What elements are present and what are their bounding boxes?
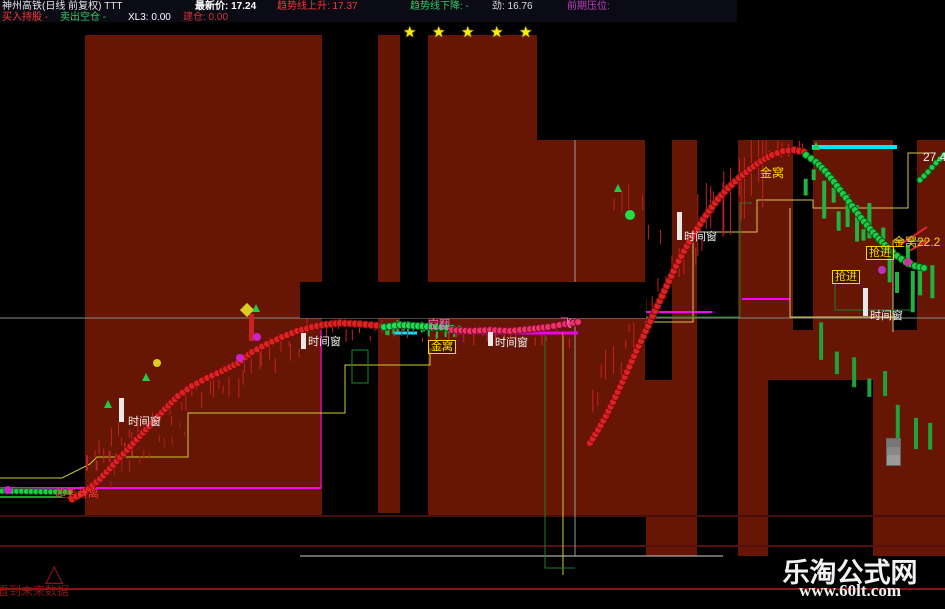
chart-shape [863,288,868,316]
chart-line [544,335,575,569]
price-dot [924,168,932,176]
chart-line [906,239,931,253]
chart-line [789,208,897,318]
background-block [85,35,322,516]
triangle-marker-icon: △ [45,560,64,587]
watermark-site-name: 乐淘公式网 [782,558,918,588]
golden-nest-label: 金窝 [760,166,785,180]
background-block [768,380,873,556]
price-dot [940,151,945,159]
chart-shape [119,398,124,422]
signal-dot-icon [4,486,12,494]
prev-resistance: 前期压位: [567,1,610,12]
jiancang-value: 建仓: 0.00 [183,12,229,23]
price-dot [920,172,928,180]
time-window-label: 时间窗 [870,310,903,322]
redaction-box [300,282,646,318]
time-window-label: 时间窗 [128,416,161,428]
background-block [378,35,400,513]
trendline-down: 趋势线下降: - [410,1,469,12]
future-data-label: 看到未来数据 [0,584,70,598]
info-bar: 神州高铁(日线 前复权) TTT 最新价: 17.24 趋势线上升: 17.37… [0,0,737,23]
signal-diamond-icon [239,302,255,318]
signal-dot-icon [904,258,912,266]
stock-title: 神州高铁(日线 前复权) TTT [2,1,123,12]
background-block [428,35,537,516]
fly-label: 飞 [560,316,573,330]
price-dot [574,318,582,326]
price-dot [66,488,74,496]
price-level-label: 27.4 [923,150,945,164]
chart-line [643,202,752,318]
signal-dot-icon [625,210,635,220]
signal-triangle-icon [104,400,112,408]
price-dot [928,164,936,171]
chart-line [892,240,930,332]
chart-line [834,277,913,311]
xl3-value: XL3: 0.00 [128,12,171,23]
buy-hold-signal: 买入持股 - [2,12,49,23]
signal-dot-icon [236,354,244,362]
time-window-label: 时间窗 [308,336,341,348]
redaction-box [537,30,945,140]
background-block [645,140,672,380]
time-window-label: 时间窗 [495,337,528,349]
price-dot [936,155,944,163]
signal-dot-icon [253,333,261,341]
signal-triangle-icon [252,304,260,312]
star-icon: ★ [519,24,533,41]
star-icon: ★ [403,24,417,41]
chart-shape [249,314,254,341]
golden-nest-label: 金窝 [428,340,456,354]
jin-value: 劲: 16.76 [492,1,533,12]
chart-shape [677,212,682,240]
chart-shape [351,349,369,384]
price-dot [932,159,940,167]
signal-triangle-icon [812,142,820,150]
signal-triangle-icon [142,373,150,381]
rush-in-label: 抢进 [866,246,894,260]
short-flip-label: 空翻 [428,319,450,331]
sell-empty-signal: 卖出空仓 - [60,12,107,23]
signal-triangle-icon [614,184,622,192]
chart-line [645,152,930,323]
signal-dot-icon [153,359,161,367]
gray-widget-icon [886,438,901,466]
latest-price: 最新价: 17.24 [195,1,257,12]
trendline-up: 趋势线上升: 17.37 [277,1,358,12]
chart-line [899,226,928,246]
rush-in-label: 抢进 [832,270,860,284]
watermark-site-url: www.60lt.com [799,581,901,600]
background-block [697,140,738,556]
star-icon: ★ [490,24,504,41]
golden-nest-price-label: 金窝22.2 [893,235,941,249]
chart-line [0,348,452,479]
price-dot [920,264,928,272]
background-block [793,140,813,330]
star-icon: ★ [461,24,475,41]
star-icon: ★ [432,24,446,41]
trend-divergence-label: 趋势背离 [55,488,99,500]
time-window-label: 时间窗 [684,231,717,243]
signal-dot-icon [878,266,886,274]
chart-shape [488,332,493,346]
price-dot [916,176,924,184]
chart-shape [301,333,306,349]
